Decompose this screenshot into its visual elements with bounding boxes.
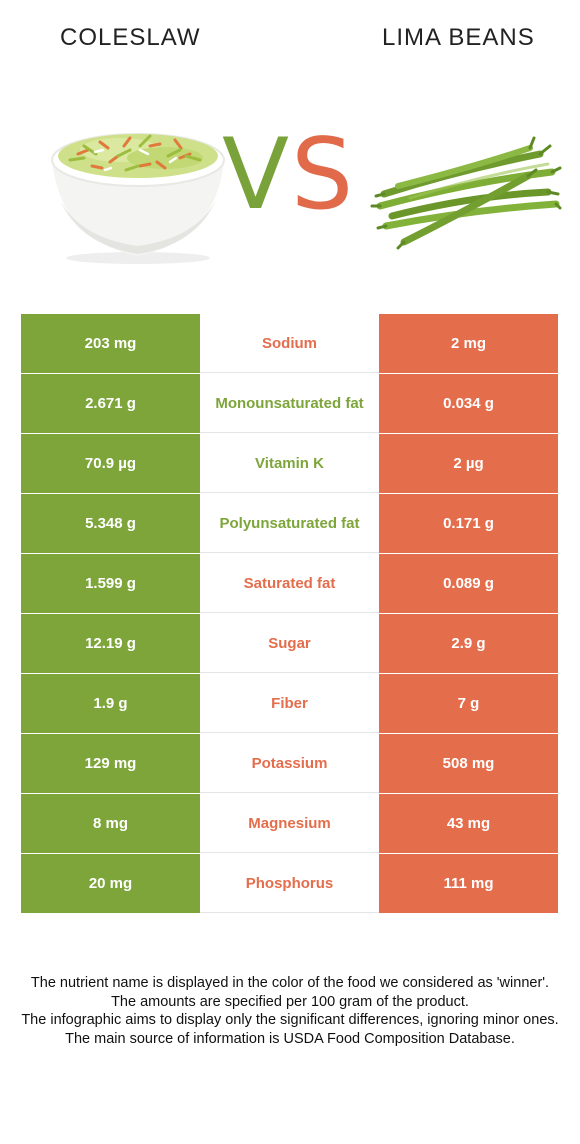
footer-line-source: The main source of information is USDA F… <box>65 1030 515 1047</box>
right-food-title: LIMA BEANS <box>382 24 535 51</box>
vs-v-letter: V <box>222 118 292 232</box>
vs-label: VS <box>222 126 355 224</box>
right-value-cell: 43 mg <box>379 794 558 853</box>
comparison-table: 203 mg Sodium 2 mg 2.671 g Monounsaturated f… <box>21 314 558 914</box>
coleslaw-bowl-image <box>51 133 225 264</box>
left-value-cell: 70.9 µg <box>21 434 200 493</box>
vs-s-letter: S <box>291 118 356 232</box>
hero-illustration <box>51 133 562 264</box>
right-value-cell: 508 mg <box>379 734 558 793</box>
nutrient-name-cell: Potassium <box>200 734 379 793</box>
left-value-cell: 5.348 g <box>21 494 200 553</box>
left-value-cell: 2.671 g <box>21 374 200 433</box>
left-food-title: COLESLAW <box>60 24 201 51</box>
nutrient-name-cell: Sugar <box>200 614 379 673</box>
table-row: 1.599 g Saturated fat 0.089 g <box>21 554 558 614</box>
table-row: 203 mg Sodium 2 mg <box>21 314 558 374</box>
nutrient-name-cell: Sodium <box>200 314 379 373</box>
table-row: 2.671 g Monounsaturated fat 0.034 g <box>21 374 558 434</box>
nutrient-name-cell: Fiber <box>200 674 379 733</box>
right-value-cell: 0.171 g <box>379 494 558 553</box>
left-value-cell: 203 mg <box>21 314 200 373</box>
right-value-cell: 0.034 g <box>379 374 558 433</box>
left-value-cell: 12.19 g <box>21 614 200 673</box>
table-row: 1.9 g Fiber 7 g <box>21 674 558 734</box>
right-value-cell: 2 µg <box>379 434 558 493</box>
table-row: 8 mg Magnesium 43 mg <box>21 794 558 854</box>
nutrient-name-cell: Phosphorus <box>200 854 379 913</box>
right-value-cell: 2 mg <box>379 314 558 373</box>
right-value-cell: 0.089 g <box>379 554 558 613</box>
left-value-cell: 8 mg <box>21 794 200 853</box>
right-value-cell: 2.9 g <box>379 614 558 673</box>
footer-line-significance: The infographic aims to display only the… <box>21 1012 559 1028</box>
table-row: 129 mg Potassium 508 mg <box>21 734 558 794</box>
right-value-cell: 111 mg <box>379 854 558 913</box>
footer-line-amounts: The amounts are specified per 100 gram o… <box>111 993 469 1010</box>
footer-line-winner: The nutrient name is displayed in the co… <box>30 975 550 991</box>
nutrient-name-cell: Saturated fat <box>200 554 379 613</box>
nutrient-name-cell: Monounsaturated fat <box>200 374 379 433</box>
left-value-cell: 1.9 g <box>21 674 200 733</box>
nutrient-name-cell: Polyunsaturated fat <box>200 494 379 553</box>
left-value-cell: 20 mg <box>21 854 200 913</box>
table-row: 12.19 g Sugar 2.9 g <box>21 614 558 674</box>
nutrient-name-cell: Magnesium <box>200 794 379 853</box>
table-row: 5.348 g Polyunsaturated fat 0.171 g <box>21 494 558 554</box>
right-value-cell: 7 g <box>379 674 558 733</box>
nutrient-name-cell: Vitamin K <box>200 434 379 493</box>
footer-notes: The nutrient name is displayed in the co… <box>14 974 566 1048</box>
lima-beans-image <box>370 136 562 250</box>
left-value-cell: 1.599 g <box>21 554 200 613</box>
left-value-cell: 129 mg <box>21 734 200 793</box>
table-row: 20 mg Phosphorus 111 mg <box>21 854 558 914</box>
